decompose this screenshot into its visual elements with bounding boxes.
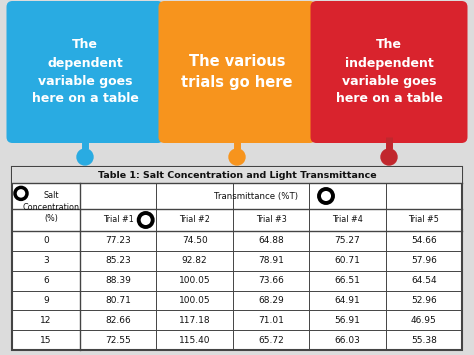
Text: 82.66: 82.66 — [105, 316, 131, 325]
Text: Table 1: Salt Concentration and Light Transmittance: Table 1: Salt Concentration and Light Tr… — [98, 170, 376, 180]
Text: 52.96: 52.96 — [411, 296, 437, 305]
Text: 65.72: 65.72 — [258, 335, 284, 345]
Text: 115.40: 115.40 — [179, 335, 210, 345]
Text: 3: 3 — [43, 256, 49, 265]
Text: 92.82: 92.82 — [182, 256, 208, 265]
Text: Trial #3: Trial #3 — [255, 215, 286, 224]
Text: The
independent
variable goes
here on a table: The independent variable goes here on a … — [336, 38, 442, 105]
Text: 57.96: 57.96 — [411, 256, 437, 265]
Text: Trial #2: Trial #2 — [179, 215, 210, 224]
Text: 46.95: 46.95 — [411, 316, 437, 325]
Text: 71.01: 71.01 — [258, 316, 284, 325]
FancyBboxPatch shape — [158, 1, 316, 143]
Text: 73.66: 73.66 — [258, 276, 284, 285]
Text: 15: 15 — [40, 335, 52, 345]
Text: The
dependent
variable goes
here on a table: The dependent variable goes here on a ta… — [32, 38, 138, 105]
Text: 12: 12 — [40, 316, 52, 325]
Text: 64.91: 64.91 — [335, 296, 360, 305]
Bar — [12, 167, 462, 183]
Text: 64.88: 64.88 — [258, 236, 284, 245]
Text: Salt
Concentration
(%): Salt Concentration (%) — [22, 191, 80, 223]
Text: 64.54: 64.54 — [411, 276, 437, 285]
Text: 66.51: 66.51 — [335, 276, 360, 285]
Text: 68.29: 68.29 — [258, 296, 284, 305]
Text: Transmittance (%T): Transmittance (%T) — [214, 191, 298, 201]
Text: 117.18: 117.18 — [179, 316, 210, 325]
Text: 6: 6 — [43, 276, 49, 285]
Text: 75.27: 75.27 — [335, 236, 360, 245]
Bar — [12, 167, 462, 350]
Text: Trial #1: Trial #1 — [103, 215, 134, 224]
Circle shape — [77, 149, 93, 165]
Text: 100.05: 100.05 — [179, 296, 210, 305]
Text: 74.50: 74.50 — [182, 236, 208, 245]
Text: The various
trials go here: The various trials go here — [181, 54, 293, 90]
Text: 66.03: 66.03 — [335, 335, 360, 345]
Text: 60.71: 60.71 — [335, 256, 360, 265]
Text: 56.91: 56.91 — [335, 316, 360, 325]
Text: 85.23: 85.23 — [105, 256, 131, 265]
Text: 54.66: 54.66 — [411, 236, 437, 245]
Text: 100.05: 100.05 — [179, 276, 210, 285]
FancyBboxPatch shape — [7, 1, 164, 143]
Text: 78.91: 78.91 — [258, 256, 284, 265]
Circle shape — [229, 149, 245, 165]
Circle shape — [381, 149, 397, 165]
Text: Trial #5: Trial #5 — [409, 215, 439, 224]
Text: 80.71: 80.71 — [105, 296, 131, 305]
Text: Trial #4: Trial #4 — [332, 215, 363, 224]
Text: 9: 9 — [43, 296, 49, 305]
Text: 55.38: 55.38 — [411, 335, 437, 345]
Text: 0: 0 — [43, 236, 49, 245]
FancyBboxPatch shape — [310, 1, 467, 143]
Text: 77.23: 77.23 — [105, 236, 131, 245]
Text: 88.39: 88.39 — [105, 276, 131, 285]
Text: 72.55: 72.55 — [105, 335, 131, 345]
